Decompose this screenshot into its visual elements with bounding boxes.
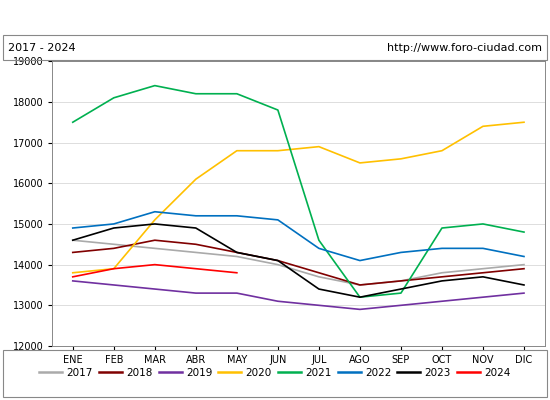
Bar bbox=[3, 350, 547, 397]
Legend: 2017, 2018, 2019, 2020, 2021, 2022, 2023, 2024: 2017, 2018, 2019, 2020, 2021, 2022, 2023… bbox=[35, 364, 515, 382]
Text: Evolucion del paro registrado en Algeciras: Evolucion del paro registrado en Algecir… bbox=[120, 10, 430, 24]
Text: 2017 - 2024: 2017 - 2024 bbox=[8, 43, 76, 53]
Text: http://www.foro-ciudad.com: http://www.foro-ciudad.com bbox=[387, 43, 542, 53]
